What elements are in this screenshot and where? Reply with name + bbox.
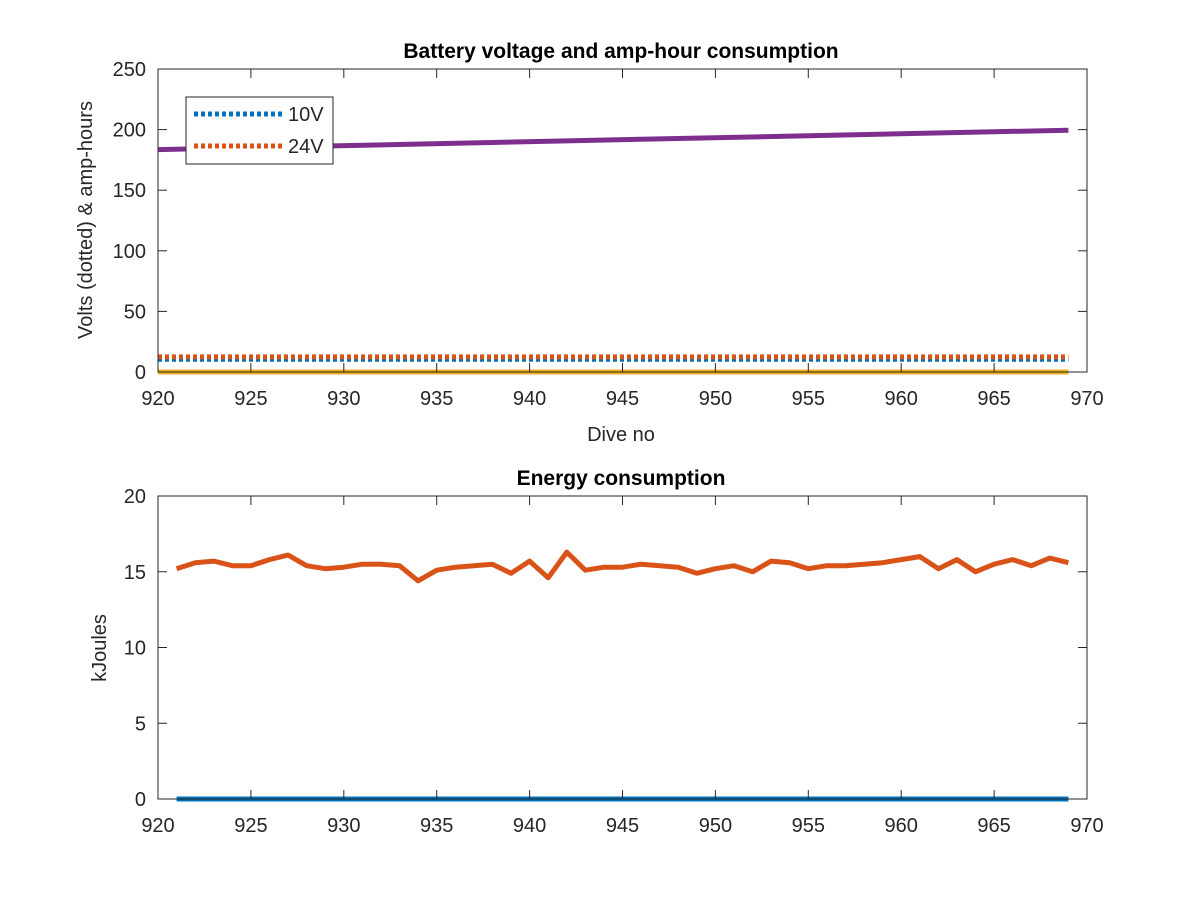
voltage-ytick-label: 250 <box>113 59 146 81</box>
energy-ytick-label: 10 <box>124 638 146 660</box>
energy-xtick-label: 945 <box>606 815 639 837</box>
energy-plot-title: Energy consumption <box>517 467 726 490</box>
voltage-ytick-label: 150 <box>113 180 146 202</box>
voltage-xtick-label: 965 <box>977 388 1010 410</box>
voltage-xtick-label: 955 <box>792 388 825 410</box>
energy-xtick-label: 960 <box>885 815 918 837</box>
energy-ytick-label: 15 <box>124 562 146 584</box>
voltage-xtick-label: 940 <box>513 388 546 410</box>
voltage-ytick-label: 200 <box>113 120 146 142</box>
energy-xtick-label: 935 <box>420 815 453 837</box>
energy-plot: Energy consumption kJoules 920 925 930 935 9… <box>89 467 1104 837</box>
energy-series-line-0 <box>175 549 1070 584</box>
voltage-ytick-label: 0 <box>135 362 146 384</box>
voltage-xtick-label: 935 <box>420 388 453 410</box>
energy-xtick-label: 940 <box>513 815 546 837</box>
voltage-xtick-label: 930 <box>327 388 360 410</box>
voltage-plot-ylabel: Volts (dotted) & amp-hours <box>75 101 97 339</box>
voltage-plot-title: Battery voltage and amp-hour consumption <box>403 40 838 63</box>
energy-xtick-label: 965 <box>977 815 1010 837</box>
energy-xtick-label: 930 <box>327 815 360 837</box>
voltage-ytick-label: 50 <box>124 301 146 323</box>
energy-ytick-label: 20 <box>124 486 146 508</box>
voltage-legend-label-24v: 24V <box>288 136 324 158</box>
voltage-xtick-label: 945 <box>606 388 639 410</box>
voltage-plot: Battery voltage and amp-hour consumption… <box>75 40 1104 446</box>
energy-ytick-label: 0 <box>135 789 146 811</box>
voltage-xtick-label: 950 <box>699 388 732 410</box>
voltage-legend-box <box>185 96 334 165</box>
voltage-xtick-label: 920 <box>141 388 174 410</box>
voltage-xtick-label: 970 <box>1070 388 1103 410</box>
voltage-xtick-label: 960 <box>885 388 918 410</box>
energy-xtick-label: 925 <box>234 815 267 837</box>
voltage-plot-xlabel: Dive no <box>587 424 655 446</box>
energy-xtick-label: 950 <box>699 815 732 837</box>
voltage-xtick-label: 925 <box>234 388 267 410</box>
energy-plot-ylabel: kJoules <box>89 614 111 682</box>
energy-xtick-label: 920 <box>141 815 174 837</box>
energy-xtick-label: 955 <box>792 815 825 837</box>
energy-ytick-label: 5 <box>135 713 146 735</box>
voltage-legend-label-10v: 10V <box>288 104 324 126</box>
voltage-ytick-label: 100 <box>113 241 146 263</box>
energy-xtick-label: 970 <box>1070 815 1103 837</box>
